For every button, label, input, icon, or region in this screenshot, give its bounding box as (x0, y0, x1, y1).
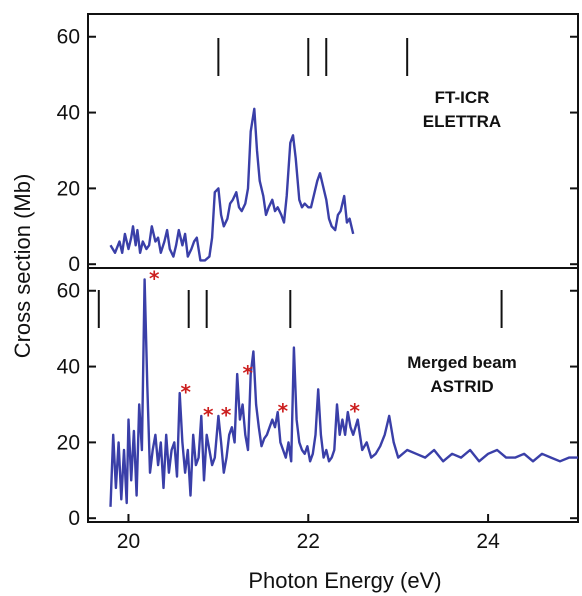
bottom-panel: 0 20 40 60 20 22 24 * * * * * * * Merged beam ASTRID (57, 266, 579, 553)
top-y-tick-label: 0 (68, 253, 80, 276)
bottom-annotation-line: ASTRID (430, 377, 493, 396)
resonance-star: * (149, 266, 160, 290)
top-series-line (109, 107, 355, 262)
bottom-y-tick-label: 20 (57, 431, 80, 454)
resonance-star: * (278, 399, 289, 423)
x-tick-label: 20 (117, 530, 140, 553)
y-axis-label: Cross section (Mb) (10, 174, 35, 359)
resonance-star: * (221, 403, 232, 427)
top-y-tick-label: 60 (57, 26, 80, 49)
top-annotation-line: ELETTRA (423, 112, 501, 131)
top-panel: 0 20 40 60 FT-ICR ELETTRA (57, 13, 579, 276)
resonance-star: * (180, 380, 191, 404)
bottom-y-tick-label: 60 (57, 280, 80, 303)
x-tick-label: 22 (297, 530, 320, 553)
x-axis-label: Photon Energy (eV) (248, 568, 441, 593)
top-y-tick-label: 20 (57, 177, 80, 200)
bottom-y-tick-label: 0 (68, 507, 80, 530)
resonance-star: * (203, 403, 214, 427)
bottom-series-line (109, 278, 578, 507)
bottom-y-tick-label: 40 (57, 356, 80, 379)
bottom-annotation-line: Merged beam (407, 353, 517, 372)
top-plot-frame (87, 13, 579, 269)
resonance-star: * (243, 361, 254, 385)
resonance-star: * (349, 399, 360, 423)
bottom-plot-frame (87, 267, 579, 523)
x-tick-label: 24 (476, 530, 500, 553)
top-y-tick-label: 40 (57, 102, 80, 125)
top-annotation-line: FT-ICR (435, 88, 490, 107)
